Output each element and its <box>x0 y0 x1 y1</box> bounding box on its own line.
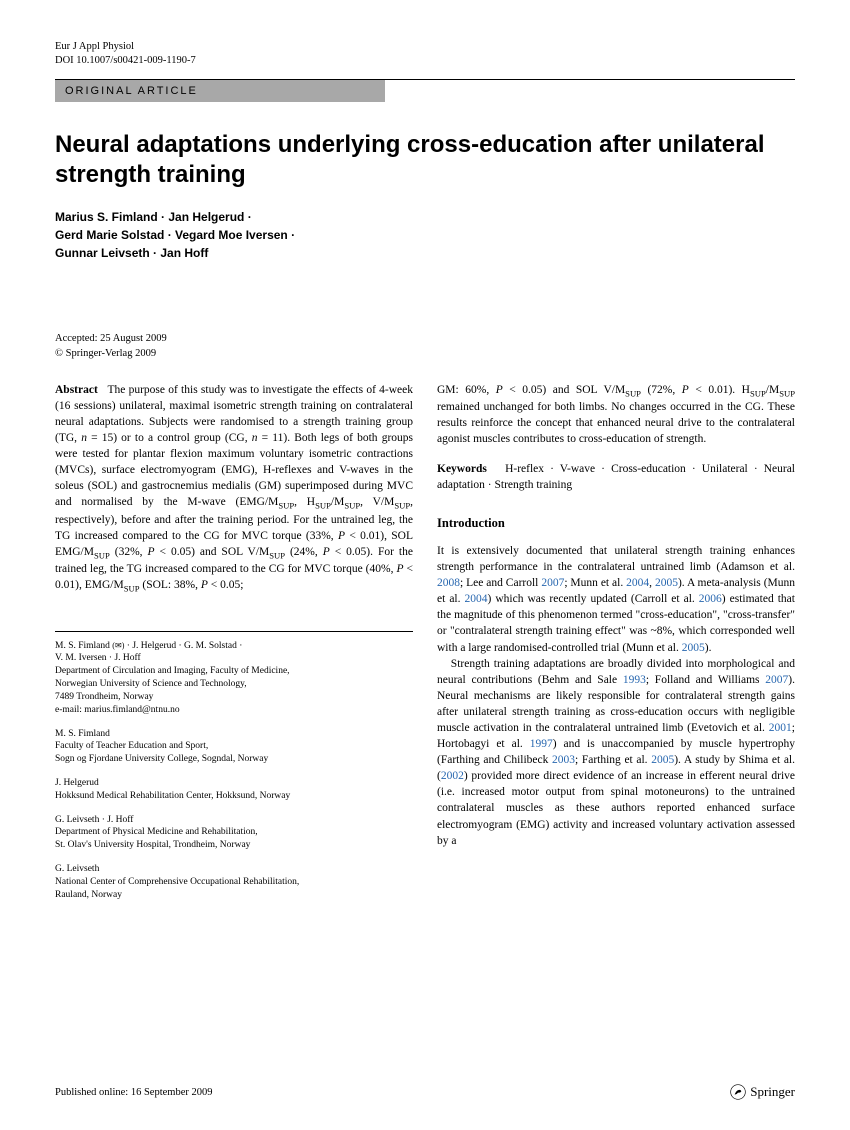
aff-1-line: Department of Circulation and Imaging, F… <box>55 665 413 678</box>
abstract-continuation: GM: 60%, P < 0.05) and SOL V/MSUP (72%, … <box>437 382 795 448</box>
citation-link[interactable]: 2004 <box>465 593 488 605</box>
article-type-badge: ORIGINAL ARTICLE <box>55 80 385 102</box>
publisher-logo: Springer <box>730 1084 795 1100</box>
author-list: Marius S. Fimland · Jan Helgerud ·Gerd M… <box>55 208 795 262</box>
aff-5-names: G. Leivseth <box>55 863 413 876</box>
acceptance-info: Accepted: 25 August 2009 © Springer-Verl… <box>55 332 795 361</box>
citation-link[interactable]: 2005 <box>651 754 674 766</box>
intro-p2: Strength training adaptations are broadl… <box>437 656 795 849</box>
affiliations-block: M. S. Fimland (✉) · J. Helgerud · G. M. … <box>55 631 413 902</box>
published-date: Published online: 16 September 2009 <box>55 1087 213 1098</box>
two-column-body: Abstract The purpose of this study was t… <box>55 382 795 902</box>
aff-5-line: Rauland, Norway <box>55 889 413 902</box>
springer-horse-icon <box>730 1084 746 1100</box>
envelope-icon: (✉) <box>112 641 124 650</box>
citation-link[interactable]: 2002 <box>441 770 464 782</box>
citation-link[interactable]: 2003 <box>552 754 575 766</box>
citation-link[interactable]: 2008 <box>437 577 460 589</box>
citation-link[interactable]: 1993 <box>623 674 646 686</box>
right-column: GM: 60%, P < 0.05) and SOL V/MSUP (72%, … <box>437 382 795 902</box>
aff-4-names: G. Leivseth · J. Hoff <box>55 814 413 827</box>
aff-4-line: St. Olav's University Hospital, Trondhei… <box>55 839 413 852</box>
aff-2-names: M. S. Fimland <box>55 728 413 741</box>
citation-link[interactable]: 2005 <box>655 577 678 589</box>
citation-link[interactable]: 2006 <box>699 593 722 605</box>
citation-link[interactable]: 1997 <box>530 738 553 750</box>
citation-link[interactable]: 2007 <box>765 674 788 686</box>
left-column: Abstract The purpose of this study was t… <box>55 382 413 902</box>
affiliation-5: G. Leivseth National Center of Comprehen… <box>55 863 413 901</box>
aff-1-line: 7489 Trondheim, Norway <box>55 691 413 704</box>
aff-1-names: M. S. Fimland (✉) · J. Helgerud · G. M. … <box>55 640 413 666</box>
citation-link[interactable]: 2004 <box>626 577 649 589</box>
intro-p1: It is extensively documented that unilat… <box>437 543 795 656</box>
aff-3-names: J. Helgerud <box>55 777 413 790</box>
affiliation-2: M. S. Fimland Faculty of Teacher Educati… <box>55 728 413 766</box>
abstract-label: Abstract <box>55 384 98 396</box>
aff-2-line: Faculty of Teacher Education and Sport, <box>55 740 413 753</box>
article-title: Neural adaptations underlying cross-educ… <box>55 130 795 190</box>
aff-3-line: Hokksund Medical Rehabilitation Center, … <box>55 790 413 803</box>
publisher-name: Springer <box>750 1084 795 1100</box>
affiliation-3: J. Helgerud Hokksund Medical Rehabilitat… <box>55 777 413 803</box>
aff-1-line: Norwegian University of Science and Tech… <box>55 678 413 691</box>
keywords-text: H-reflex · V-wave · Cross-education · Un… <box>437 463 795 491</box>
aff-5-line: National Center of Comprehensive Occupat… <box>55 876 413 889</box>
keywords-paragraph: Keywords H-reflex · V-wave · Cross-educa… <box>437 461 795 493</box>
journal-name: Eur J Appl Physiol <box>55 40 795 54</box>
keywords-label: Keywords <box>437 463 487 475</box>
aff-1-email: e-mail: marius.fimland@ntnu.no <box>55 704 413 717</box>
accepted-date: Accepted: 25 August 2009 <box>55 332 795 347</box>
citation-link[interactable]: 2005 <box>682 642 705 654</box>
citation-link[interactable]: 2001 <box>769 722 792 734</box>
aff-4-line: Department of Physical Medicine and Reha… <box>55 826 413 839</box>
copyright: © Springer-Verlag 2009 <box>55 347 795 362</box>
citation-link[interactable]: 2007 <box>541 577 564 589</box>
doi: DOI 10.1007/s00421-009-1190-7 <box>55 54 795 68</box>
affiliation-1: M. S. Fimland (✉) · J. Helgerud · G. M. … <box>55 640 413 717</box>
aff-2-line: Sogn og Fjordane University College, Sog… <box>55 753 413 766</box>
abstract-paragraph: Abstract The purpose of this study was t… <box>55 382 413 595</box>
introduction-heading: Introduction <box>437 515 795 533</box>
page-footer: Published online: 16 September 2009 Spri… <box>55 1084 795 1100</box>
author-text: Marius S. Fimland · Jan Helgerud ·Gerd M… <box>55 210 295 260</box>
page-header: Eur J Appl Physiol DOI 10.1007/s00421-00… <box>55 40 795 67</box>
affiliation-4: G. Leivseth · J. Hoff Department of Phys… <box>55 814 413 852</box>
